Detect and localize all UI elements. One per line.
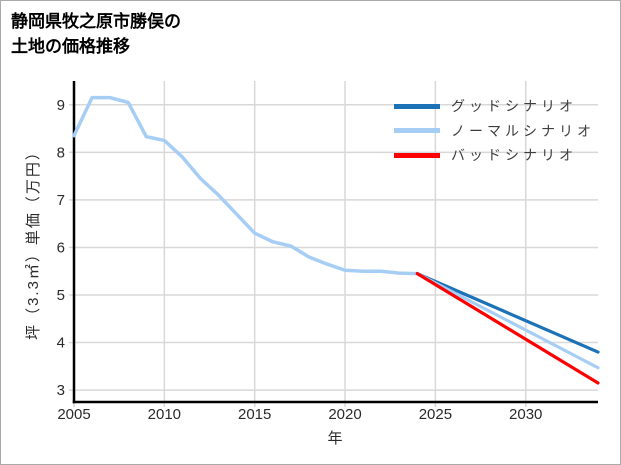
y-tick-label: 4 <box>57 335 65 352</box>
y-tick-label: 9 <box>57 97 65 114</box>
legend-line-swatch <box>394 152 440 158</box>
x-tick-label: 2015 <box>238 406 271 423</box>
bad-scenario-line <box>415 272 600 385</box>
legend-item-normal-scenario: ノーマルシナリオ <box>394 119 595 144</box>
legend-label: バッドシナリオ <box>451 147 577 164</box>
legend-line-swatch <box>394 128 440 134</box>
legend-item-good-scenario: グッドシナリオ <box>394 94 595 119</box>
x-tick-label: 2030 <box>509 406 542 423</box>
legend-line-swatch <box>394 103 440 109</box>
legend-item-bad-scenario: バッドシナリオ <box>394 143 595 168</box>
x-tick-label: 2020 <box>328 406 361 423</box>
legend-label: グッドシナリオ <box>451 98 577 115</box>
page-title: 静岡県牧之原市勝俣の 土地の価格推移 <box>11 9 181 59</box>
x-tick-label: 2025 <box>419 406 452 423</box>
y-tick-label: 5 <box>57 287 65 304</box>
y-tick-label: 7 <box>57 192 65 209</box>
history-price-line <box>72 95 420 276</box>
x-axis-title: 年 <box>327 430 344 447</box>
y-axis-title: 坪（3.3㎡）単価（万円） <box>25 143 42 340</box>
chart-legend: グッドシナリオノーマルシナリオ バッドシナリオ <box>394 94 595 168</box>
legend-label: ノーマルシナリオ <box>451 122 595 139</box>
y-tick-label: 3 <box>57 382 65 399</box>
x-tick-label: 2010 <box>148 406 181 423</box>
y-tick-label: 6 <box>57 239 65 256</box>
normal-scenario-line <box>415 272 600 370</box>
x-tick-label: 2005 <box>57 406 90 423</box>
page-title-line2: 土地の価格推移 <box>11 37 130 56</box>
good-scenario-line <box>415 272 600 354</box>
y-tick-label: 8 <box>57 144 65 161</box>
page-title-line1: 静岡県牧之原市勝俣の <box>11 12 181 31</box>
